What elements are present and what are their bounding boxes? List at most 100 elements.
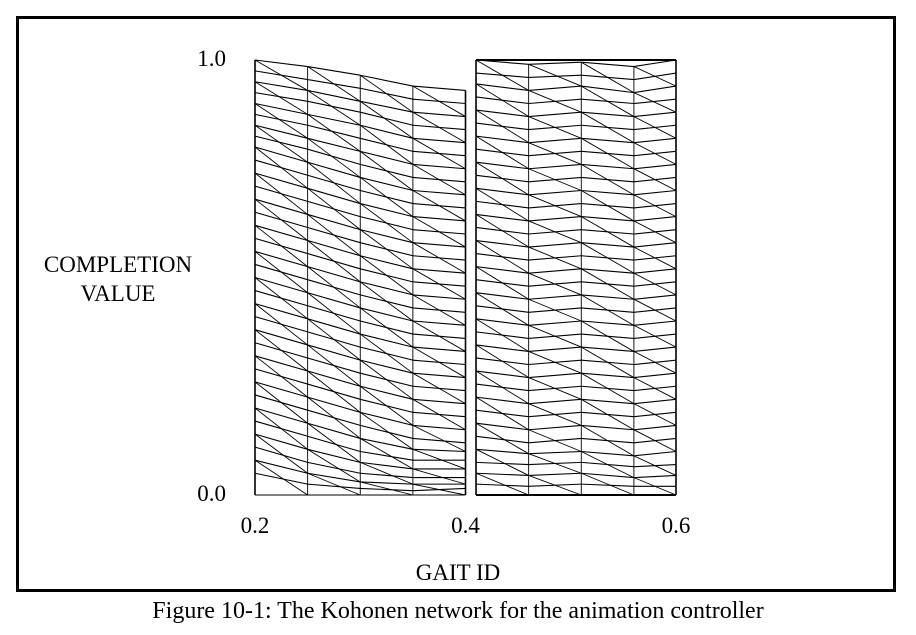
mesh-cross-edge (633, 324, 677, 348)
mesh-cross-edge (254, 433, 308, 474)
mesh-edge (633, 294, 677, 300)
mesh-cross-edge (359, 255, 414, 296)
mesh-cross-edge (528, 142, 582, 165)
mesh-edge (528, 346, 582, 352)
mesh-cross-edge (307, 448, 361, 483)
mesh-edge (360, 424, 414, 439)
mesh-edge (307, 137, 361, 152)
mesh-edge (581, 242, 634, 248)
mesh-edge (307, 240, 361, 257)
mesh-edge (254, 59, 308, 68)
mesh-cross-edge (581, 242, 635, 274)
mesh-cross-edge (412, 398, 466, 431)
mesh-edge (475, 213, 529, 222)
mesh-edge (254, 472, 308, 485)
mesh-cross-edge (307, 344, 361, 387)
mesh-cross-edge (359, 307, 414, 348)
mesh-edge (528, 372, 582, 379)
mesh-edge (307, 318, 361, 335)
mesh-cross-edge (412, 137, 466, 170)
mesh-cross-edge (528, 168, 582, 191)
mesh-edge (633, 242, 677, 248)
mesh-cross-edge (359, 385, 414, 426)
mesh-cross-edge (254, 124, 308, 163)
mesh-edge (307, 472, 361, 483)
mesh-edge (581, 268, 634, 274)
mesh-cross-edge (475, 109, 529, 144)
mesh-edge (412, 137, 466, 144)
mesh-cross-edge (359, 74, 414, 113)
y-tick-label: 1.0 (197, 46, 226, 71)
mesh-cross-edge (412, 346, 466, 378)
mesh-cross-edge (254, 146, 308, 189)
mesh-cross-edge (581, 294, 635, 326)
mesh-cross-edge (528, 475, 582, 496)
figure-frame (16, 16, 896, 592)
mesh-edge (581, 483, 634, 487)
mesh-cross-edge (633, 298, 677, 322)
mesh-edge (475, 187, 529, 196)
mesh-cross-edge (475, 161, 529, 196)
mesh-edge (528, 74, 582, 78)
mesh-cross-edge (412, 216, 466, 248)
mesh-edge (581, 372, 634, 379)
mesh-edge (528, 216, 582, 222)
mesh-cross-edge (307, 240, 361, 283)
figure-caption: Figure 10-1: The Kohonen network for the… (152, 598, 764, 624)
mesh-edge (307, 148, 361, 165)
mesh-cross-edge (254, 198, 308, 241)
mesh-edge (307, 124, 361, 139)
x-tick-label: 0.2 (241, 513, 270, 538)
mesh-edge (360, 255, 414, 270)
mesh-edge (254, 329, 308, 346)
mesh-cross-edge (475, 422, 529, 455)
mesh-cross-edge (633, 116, 677, 139)
mesh-edge (307, 89, 361, 102)
mesh-cross-edge (254, 59, 308, 91)
mesh-edge (581, 424, 634, 431)
mesh-edge (475, 472, 529, 476)
mesh-cross-edge (581, 451, 635, 479)
mesh-cross-edge (307, 214, 361, 257)
mesh-cross-edge (307, 161, 361, 204)
mesh-edge (360, 203, 414, 218)
mesh-edge (360, 307, 414, 322)
mesh-edge (412, 448, 466, 453)
mesh-edge (307, 292, 361, 309)
mesh-cross-edge (633, 142, 677, 165)
mesh-edge (633, 137, 677, 144)
mesh-cross-edge (475, 292, 529, 326)
mesh-cross-edge (360, 481, 413, 496)
mesh-edge (633, 474, 677, 479)
mesh-edge (528, 61, 582, 65)
mesh-edge (581, 61, 634, 68)
mesh-edge (254, 198, 308, 215)
mesh-edge (307, 344, 361, 361)
mesh-edge (412, 294, 466, 300)
mesh-edge (360, 450, 413, 461)
mesh-cross-edge (307, 90, 361, 126)
mesh-edge (360, 481, 413, 485)
mesh-edge (581, 137, 634, 144)
mesh-edge (254, 172, 308, 189)
mesh-edge (633, 450, 677, 457)
mesh-edge (254, 92, 308, 102)
mesh-cross-edge (633, 194, 677, 217)
mesh-cross-edge (307, 187, 361, 231)
mesh-cross-edge (307, 114, 361, 152)
mesh-cross-edge (475, 448, 529, 476)
mesh-edge (307, 483, 361, 490)
mesh-edge (633, 320, 677, 326)
mesh-cross-edge (581, 425, 635, 457)
mesh-cross-edge (254, 303, 308, 346)
mesh-edge (360, 359, 414, 374)
mesh-cross-edge (412, 164, 466, 196)
mesh-edge (360, 111, 414, 126)
mesh-edge (528, 472, 582, 476)
mesh-cross-edge (360, 461, 414, 485)
mesh-edge (633, 85, 677, 94)
mesh-edge (528, 268, 582, 274)
mesh-edge (412, 346, 466, 352)
mesh-edge (581, 320, 634, 326)
mesh-cross-edge (581, 372, 635, 405)
